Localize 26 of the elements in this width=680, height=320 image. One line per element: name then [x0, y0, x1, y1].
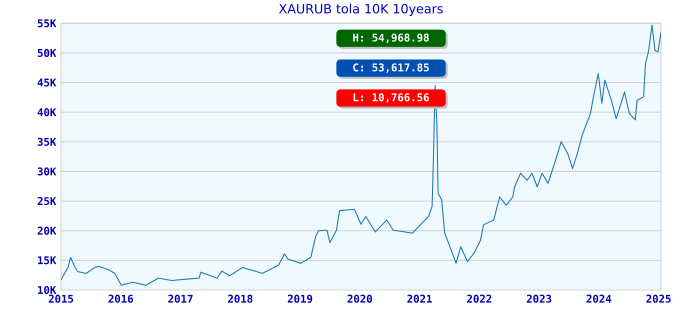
x-tick-label: 2022	[467, 294, 492, 303]
annotation: L: 10,766.56	[354, 93, 429, 103]
x-tick-label: 2019	[288, 294, 312, 303]
y-tick-label: 15K	[38, 256, 56, 264]
annotation: C: 53,617.85	[353, 63, 429, 73]
chart-title: XAURUB tola 10K 10years	[278, 4, 443, 16]
y-tick-label: 55K	[38, 19, 56, 28]
x-tick-label: 2015	[48, 294, 74, 303]
x-tick-label: 2017	[168, 294, 193, 303]
x-tick-label: 2021	[407, 294, 432, 303]
x-tick-label: 2023	[526, 294, 552, 303]
y-tick-label: 25K	[38, 197, 56, 206]
y-tick-label: 40K	[38, 108, 56, 116]
y-tick-label: 50K	[38, 48, 56, 57]
x-tick-label: 2018	[228, 294, 252, 303]
x-tick-label: 2025	[646, 294, 671, 303]
x-tick-label: 2024	[586, 294, 612, 303]
annotation: H: 54,968.98	[353, 34, 429, 43]
y-tick-label: 30K	[38, 167, 56, 176]
y-tick-label: 10K	[38, 286, 56, 294]
x-tick-label: 2016	[108, 294, 134, 303]
y-tick-label: 35K	[38, 138, 56, 146]
y-tick-label: 20K	[38, 226, 56, 235]
x-tick-label: 2020	[348, 294, 372, 303]
line-series	[61, 24, 661, 286]
y-tick-label: 45K	[38, 78, 56, 87]
